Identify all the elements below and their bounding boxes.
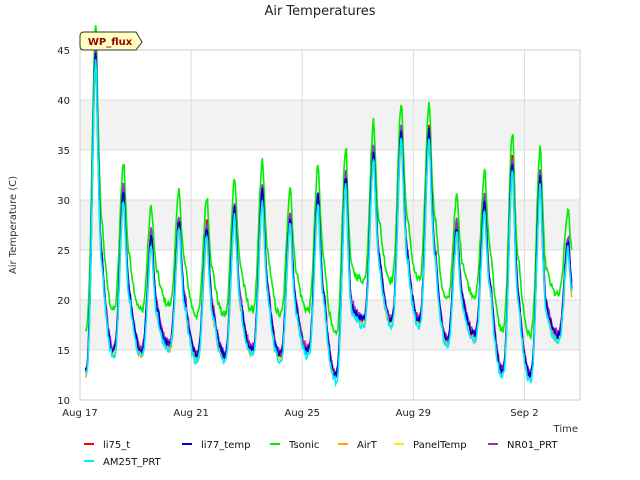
y-tick-label: 10: [57, 396, 70, 407]
chart-title: Air Temperatures: [264, 4, 375, 19]
annotation-box: [79, 31, 143, 51]
legend-label: li77_temp: [201, 440, 250, 451]
legend-label: Tsonic: [288, 440, 319, 451]
band: [80, 200, 580, 250]
x-axis-title: Time: [553, 424, 578, 435]
series-line-am25t-prt: [85, 59, 573, 388]
y-tick-labels: 10 15 20 25 30 35 40 45: [57, 46, 70, 407]
x-tick-label: Aug 21: [173, 408, 208, 419]
legend-label: PanelTemp: [413, 440, 467, 451]
legend-label: AM25T_PRT: [103, 457, 162, 468]
series-line-tsonic: [84, 25, 573, 341]
legend-label: NR01_PRT: [507, 440, 558, 451]
plot-frame: [79, 49, 581, 401]
legend-label: li75_t: [103, 440, 130, 451]
x-tick-label: Aug 17: [62, 408, 97, 419]
x-tick-label: Sep 2: [510, 408, 538, 419]
y-tick-label: 35: [57, 146, 70, 157]
y-tick-label: 20: [57, 296, 70, 307]
x-tick-label: Aug 25: [285, 408, 320, 419]
y-axis-title: Air Temperature (C): [8, 176, 19, 274]
y-tick-label: 40: [57, 96, 70, 107]
y-tick-label: 45: [57, 46, 70, 57]
y-tick-label: 15: [57, 346, 70, 357]
y-tick-label: 25: [57, 246, 70, 257]
x-tick-labels: Aug 17 Aug 21 Aug 25 Aug 29 Sep 2: [62, 408, 538, 419]
x-tick-label: Aug 29: [396, 408, 431, 419]
annotation-text: WP_flux: [88, 37, 133, 48]
y-tick-label: 30: [57, 196, 70, 207]
series-lines: [84, 25, 573, 388]
annotation-badge: WP_flux: [79, 31, 143, 51]
legend: li75_t li77_temp Tsonic AirT PanelTemp NR01_P…: [84, 440, 558, 468]
band: [80, 100, 580, 150]
legend-label: AirT: [357, 440, 378, 451]
